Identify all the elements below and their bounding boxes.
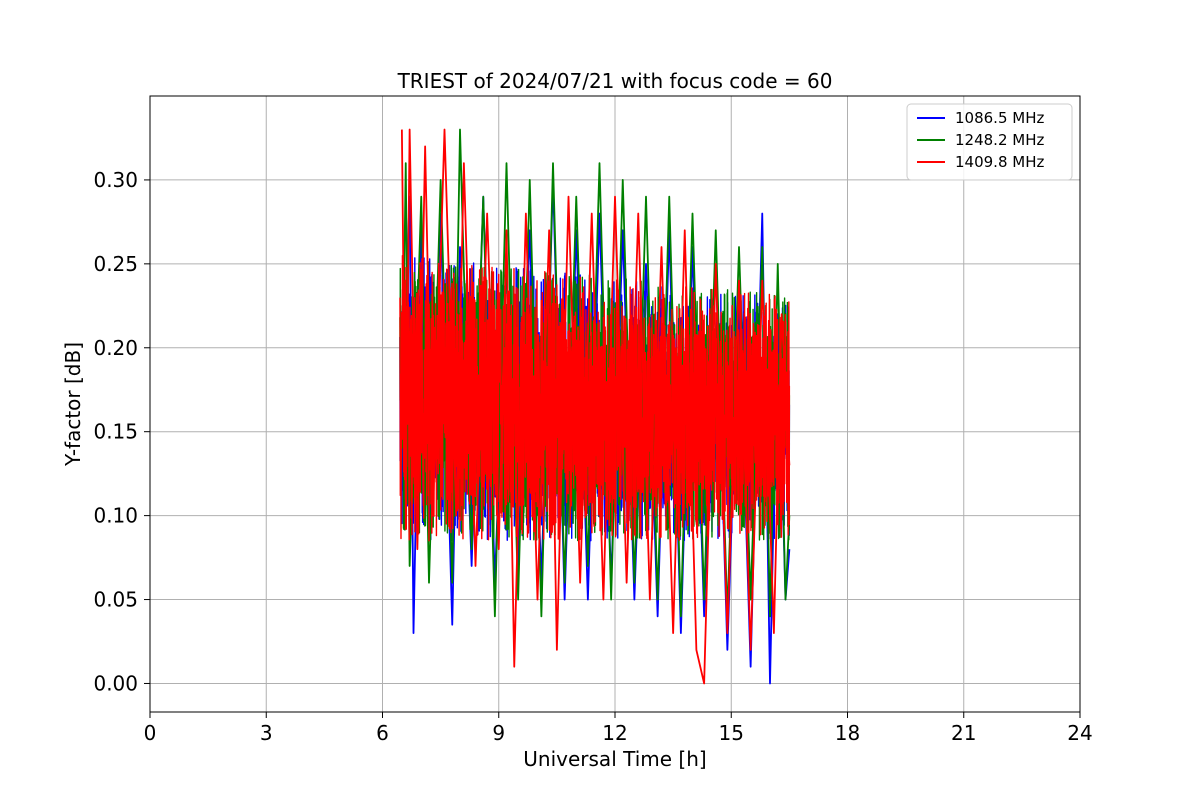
x-tick-label: 21 bbox=[951, 721, 976, 745]
legend-label: 1086.5 MHz bbox=[955, 109, 1044, 127]
chart-title: TRIEST of 2024/07/21 with focus code = 6… bbox=[397, 69, 833, 93]
x-tick-label: 12 bbox=[602, 721, 627, 745]
y-axis: 0.00 0.05 0.10 0.15 0.20 0.25 0.30 bbox=[93, 168, 150, 695]
y-axis-title: Y-factor [dB] bbox=[61, 342, 85, 467]
x-axis-title: Universal Time [h] bbox=[523, 747, 706, 771]
x-axis: 0 3 6 9 12 15 18 21 24 bbox=[144, 712, 1093, 745]
y-tick-label: 0.15 bbox=[93, 420, 138, 444]
x-tick-label: 0 bbox=[144, 721, 157, 745]
y-tick-label: 0.10 bbox=[93, 504, 138, 528]
series-trace bbox=[399, 255, 791, 542]
x-tick-label: 24 bbox=[1067, 721, 1092, 745]
x-tick-label: 18 bbox=[835, 721, 860, 745]
series-layer bbox=[399, 128, 791, 685]
x-tick-label: 3 bbox=[260, 721, 273, 745]
x-tick-label: 15 bbox=[719, 721, 744, 745]
series-peaks bbox=[400, 128, 791, 685]
legend-label: 1248.2 MHz bbox=[955, 131, 1044, 149]
legend-box bbox=[906, 103, 1073, 181]
y-tick-label: 0.00 bbox=[93, 671, 138, 695]
y-tick-label: 0.20 bbox=[93, 336, 138, 360]
legend: 1086.5 MHz 1248.2 MHz 1409.8 MHz bbox=[906, 103, 1073, 181]
x-tick-label: 9 bbox=[492, 721, 505, 745]
y-tick-label: 0.05 bbox=[93, 588, 138, 612]
y-tick-label: 0.30 bbox=[93, 168, 138, 192]
x-tick-label: 6 bbox=[376, 721, 389, 745]
y-tick-label: 0.25 bbox=[93, 252, 138, 276]
legend-label: 1409.8 MHz bbox=[955, 153, 1044, 171]
